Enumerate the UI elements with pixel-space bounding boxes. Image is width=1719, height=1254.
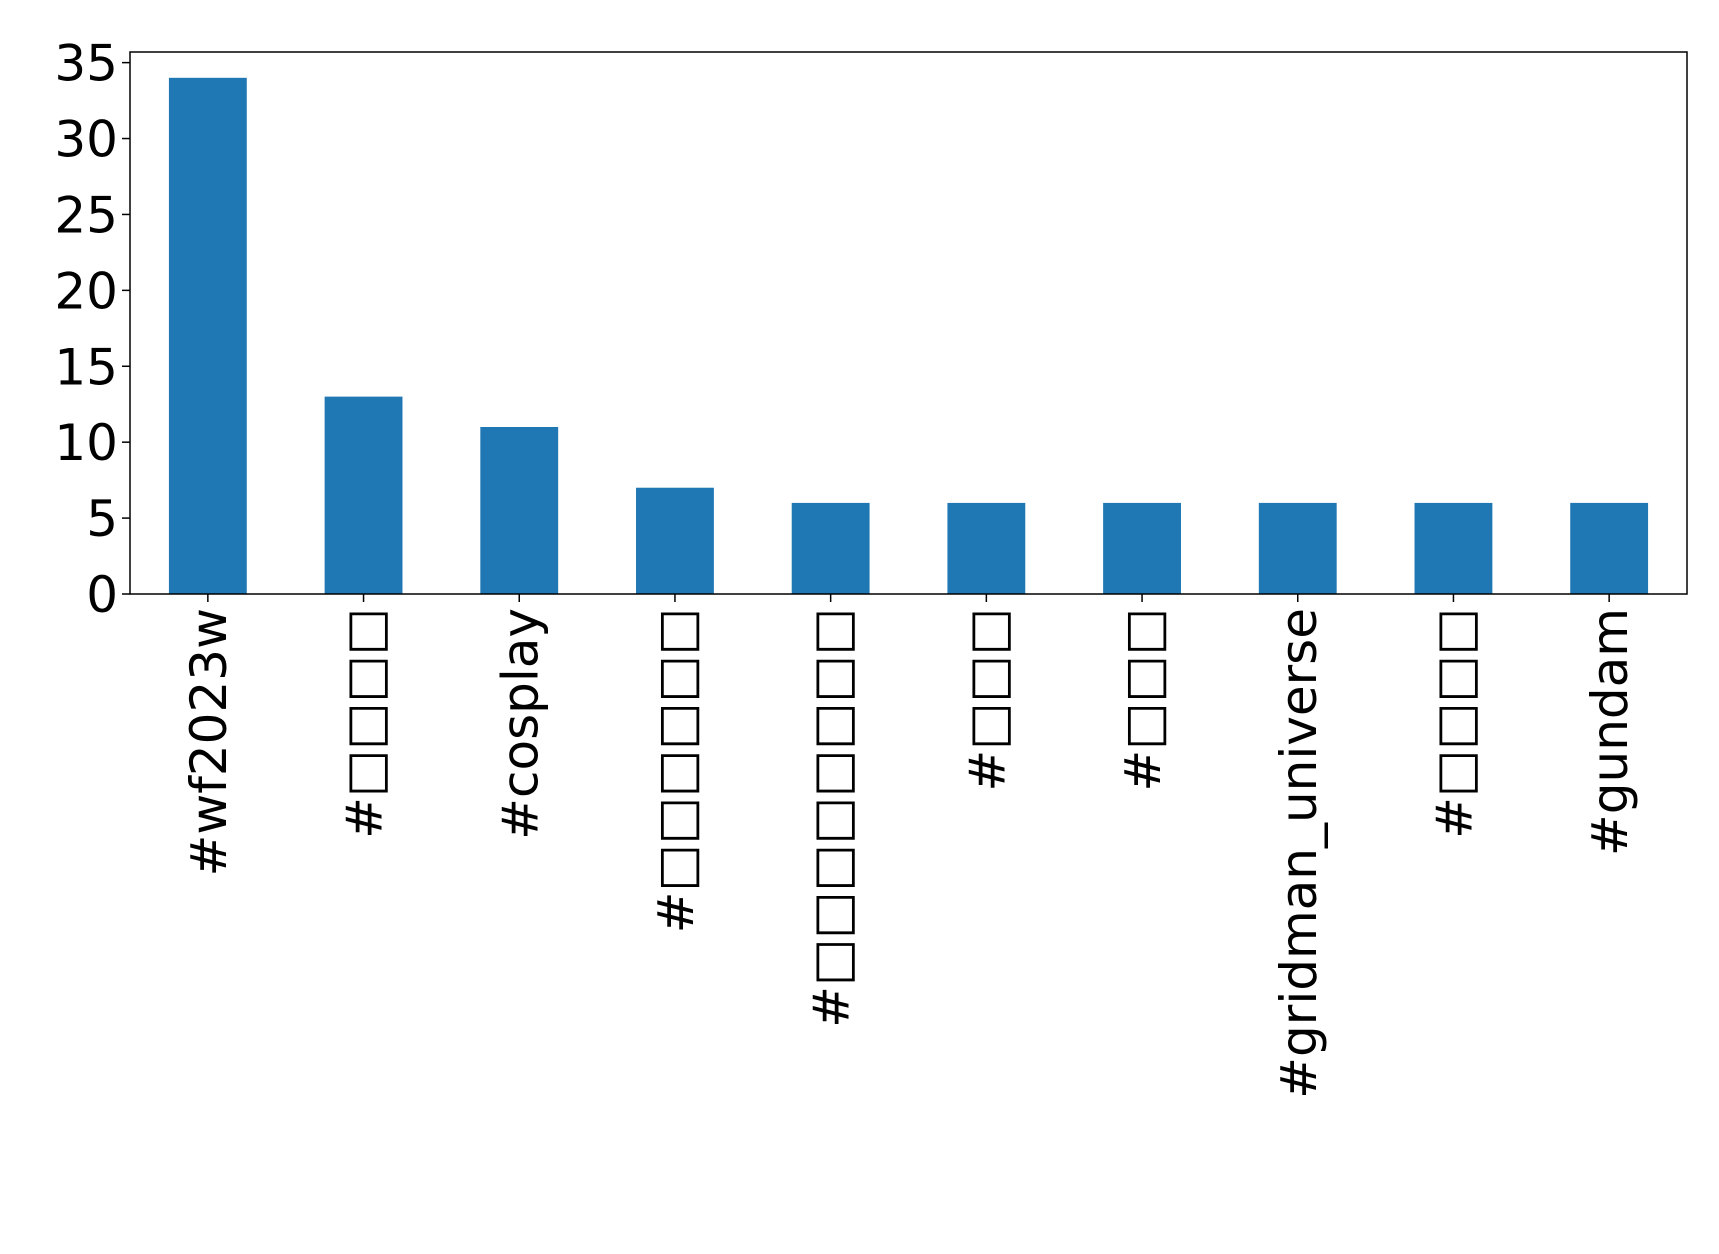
y-tick-label: 30: [54, 111, 118, 169]
y-tick-label: 10: [54, 414, 118, 472]
bar: [791, 502, 870, 594]
x-tick-label: #□□□□: [336, 608, 394, 839]
x-tick-label: #cosplay: [491, 608, 549, 840]
x-tick-label: #□□□: [1114, 608, 1172, 792]
x-tick-label: #□□□□□□□□: [803, 608, 861, 1028]
x-tick-label: #□□□□□□: [647, 608, 705, 933]
x-tick-label: #gridman_universe: [1270, 608, 1328, 1099]
y-tick-label: 5: [86, 490, 118, 548]
bar: [947, 502, 1026, 594]
plot-frame: [129, 51, 1688, 595]
bar: [1258, 502, 1337, 594]
y-tick-label: 35: [54, 35, 118, 93]
x-tick-label: #□□□□: [1425, 608, 1483, 839]
bar: [1570, 502, 1649, 594]
x-tick-label: #wf2023w: [180, 608, 238, 877]
bar: [480, 426, 559, 594]
y-tick-label: 20: [54, 262, 118, 320]
bar: [324, 396, 403, 594]
bar: [1414, 502, 1493, 594]
bar: [168, 77, 247, 595]
y-tick-label: 25: [54, 186, 118, 244]
y-tick-label: 15: [54, 338, 118, 396]
bar: [1103, 502, 1181, 594]
x-tick-label: #gundam: [1581, 608, 1639, 856]
y-tick-label: 0: [86, 566, 118, 624]
x-tick-label: #□□□: [958, 608, 1016, 792]
bar: [636, 487, 714, 594]
